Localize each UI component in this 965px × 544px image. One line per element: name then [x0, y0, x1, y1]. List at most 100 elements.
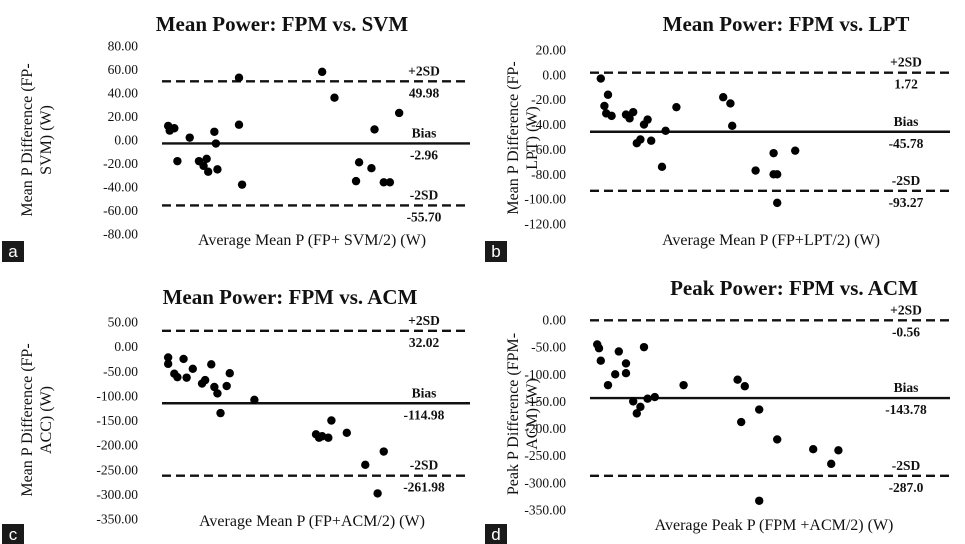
data-point	[385, 178, 395, 187]
data-point	[373, 489, 382, 498]
line-label: -2SD	[892, 173, 921, 188]
data-point	[211, 139, 221, 148]
data-point	[740, 382, 749, 391]
data-point	[827, 459, 836, 469]
data-point	[625, 114, 634, 123]
line-value: 49.98	[409, 85, 440, 100]
line-label: Bias	[412, 385, 437, 400]
panel-letter-bg	[485, 524, 507, 544]
chart-title: Mean Power: FPM vs. LPT	[663, 12, 910, 36]
y-tick-label: 20.00	[536, 43, 567, 58]
data-point	[234, 120, 244, 129]
data-point	[733, 375, 742, 384]
y-tick-label: 20.00	[108, 109, 139, 124]
panel-letter-box: c	[2, 524, 24, 544]
data-point	[755, 496, 764, 505]
panel-letter: a	[8, 242, 18, 261]
y-tick-label: 0.00	[542, 313, 566, 328]
data-point	[643, 115, 652, 124]
y-tick-label: -100.00	[96, 388, 138, 403]
data-point	[200, 375, 210, 385]
y-axis-label-line: Mean P Difference (FP-	[505, 61, 522, 214]
panel-letter-bg	[2, 524, 24, 544]
y-axis-label-line: ACC) (W)	[38, 386, 55, 454]
y-tick-label: -50.00	[103, 364, 138, 379]
data-point	[621, 369, 631, 378]
data-point	[596, 74, 605, 83]
data-point	[210, 127, 219, 136]
y-tick-label: 0.00	[114, 133, 138, 148]
line-value: -2.96	[410, 147, 438, 162]
line-value: 32.02	[409, 335, 440, 350]
y-axis-label-line: SVM) (W)	[38, 105, 55, 175]
y-tick-label: -60.00	[103, 203, 138, 218]
line-value: -287.0	[889, 480, 924, 495]
y-tick-label: -350.00	[96, 512, 138, 527]
y-axis-label-line: ACM) (W)	[524, 378, 541, 450]
data-point	[173, 372, 182, 382]
panel-c: Mean Power: FPM vs. ACM 50.00 0.00 -50.00 -1…	[2, 285, 470, 544]
data-point	[611, 370, 620, 379]
data-point	[163, 353, 173, 362]
panel-letter-box: d	[485, 524, 507, 544]
panel-b: Mean Power: FPM vs. LPT 20.00 0.00 -20.00 -4…	[485, 12, 950, 262]
y-tick-label: -80.00	[103, 227, 138, 242]
y-tick-label: -20.00	[531, 92, 566, 107]
data-point	[330, 93, 339, 102]
panel-letter: d	[491, 525, 500, 544]
x-axis-label: Average Peak P (FPM +ACM/2) (W)	[655, 517, 894, 534]
x-axis-label: Average Mean P (FP+ACM/2) (W)	[199, 513, 425, 530]
panel-letter: c	[9, 525, 18, 544]
data-point	[234, 73, 244, 82]
chart-title: Peak Power: FPM vs. ACM	[670, 276, 918, 300]
y-tick-label: -200.00	[96, 438, 138, 453]
panel-letter-bg	[485, 241, 507, 262]
data-point	[250, 395, 259, 405]
y-tick-label: 60.00	[108, 62, 139, 77]
data-point	[216, 408, 225, 418]
panel-letter: b	[491, 242, 500, 261]
y-axis-label: Peak P Difference (FPM- ACM) (W)	[505, 333, 541, 495]
data-point	[204, 167, 213, 176]
data-point	[379, 447, 388, 456]
data-point	[361, 460, 370, 470]
y-tick-label: -150.00	[524, 394, 566, 409]
data-point	[755, 405, 764, 414]
y-tick-label: -300.00	[96, 487, 138, 502]
data-point	[202, 154, 211, 163]
data-point	[643, 394, 652, 403]
line-value: -0.56	[892, 324, 920, 339]
panel-letter-box: a	[2, 241, 24, 262]
data-point	[773, 198, 782, 208]
data-point	[636, 135, 645, 144]
y-tick-label: -40.00	[531, 117, 566, 132]
y-tick-label: -60.00	[531, 142, 566, 157]
y-tick-label: 0.00	[542, 67, 566, 82]
data-point	[647, 136, 656, 145]
data-point	[170, 124, 179, 133]
data-point	[834, 446, 843, 455]
data-point	[182, 373, 191, 382]
data-point	[370, 125, 379, 134]
line-value: -93.27	[889, 195, 924, 210]
line-value: -261.98	[403, 480, 445, 495]
y-tick-label: -40.00	[103, 180, 138, 195]
data-point	[737, 417, 746, 427]
y-axis-label: Mean P Difference (FP- SVM) (W)	[19, 63, 55, 216]
chart-title: Mean Power: FPM vs. SVM	[156, 12, 409, 36]
y-tick-label: -250.00	[524, 448, 566, 463]
data-point	[769, 148, 778, 158]
panel-letter-bg	[2, 241, 24, 262]
line-value: -143.78	[885, 402, 927, 417]
line-label: -2SD	[892, 458, 921, 473]
line-label: Bias	[894, 380, 919, 395]
data-point	[342, 428, 351, 438]
y-axis-label-line: LPT) (W)	[524, 106, 541, 170]
data-point	[327, 416, 336, 425]
data-point	[188, 364, 197, 373]
panel-d: Peak Power: FPM vs. ACM 0.00 -50.00 -100.00…	[485, 276, 950, 544]
y-tick-label: -350.00	[524, 503, 566, 518]
data-point	[173, 156, 182, 166]
y-tick-label: -150.00	[96, 413, 138, 428]
data-point	[679, 380, 688, 390]
